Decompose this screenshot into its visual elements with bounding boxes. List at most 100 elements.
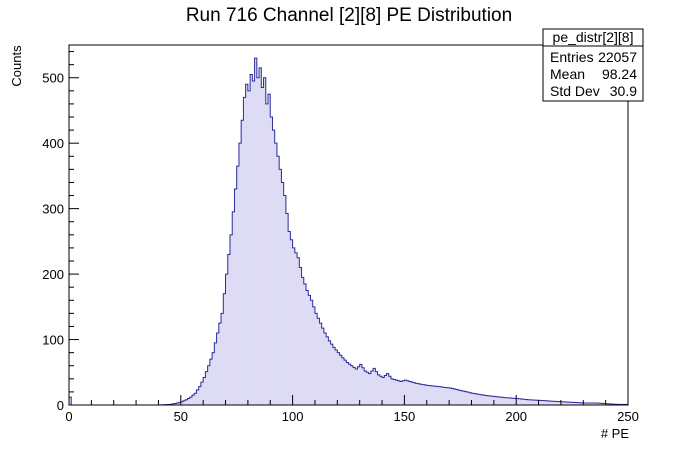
histogram-bin xyxy=(348,364,351,405)
histogram-bin xyxy=(547,400,550,405)
histogram-bin xyxy=(442,387,445,405)
histogram-bin xyxy=(321,328,324,405)
histogram-bin xyxy=(364,370,367,405)
histogram-bin xyxy=(509,398,512,405)
histogram-bin xyxy=(366,372,369,405)
histogram-series xyxy=(68,57,629,406)
histogram-bin xyxy=(603,403,606,405)
histogram-bin xyxy=(576,402,579,405)
histogram-outline xyxy=(68,57,629,406)
histogram-bin xyxy=(598,403,602,405)
histogram-bin xyxy=(516,398,519,405)
y-tick-label: 0 xyxy=(57,398,64,413)
histogram-bin xyxy=(223,293,226,405)
histogram-bin xyxy=(290,239,293,405)
histogram-bin xyxy=(234,189,237,405)
x-tick-label: 250 xyxy=(617,409,639,424)
histogram-bin xyxy=(352,367,356,405)
histogram-bin xyxy=(279,169,282,405)
histogram-bin xyxy=(382,377,385,405)
chart-title: Run 716 Channel [2][8] PE Distribution xyxy=(186,5,512,26)
histogram-bin xyxy=(218,323,222,405)
histogram-bin xyxy=(390,378,394,405)
histogram-bin xyxy=(529,399,532,405)
histogram-bin xyxy=(572,402,575,405)
histogram-bin xyxy=(462,391,465,405)
histogram-bin xyxy=(583,403,586,405)
histogram-bin xyxy=(259,67,262,405)
histogram-bin xyxy=(176,403,179,405)
histogram-bin xyxy=(480,394,483,405)
histogram-bin xyxy=(288,231,291,405)
histogram-bin xyxy=(433,386,436,405)
y-tick-label: 100 xyxy=(42,333,64,348)
histogram-bin xyxy=(500,397,503,405)
histogram-bin xyxy=(543,400,546,405)
histogram-bin xyxy=(196,389,199,405)
histogram-bin xyxy=(263,77,266,405)
histogram-bin xyxy=(310,300,313,405)
histogram-bin xyxy=(377,374,380,405)
histogram-bin xyxy=(395,380,398,405)
histogram-bin xyxy=(207,365,210,405)
histogram-bin xyxy=(272,130,275,405)
histogram-bin xyxy=(513,398,517,405)
histogram-bin xyxy=(243,97,246,406)
y-tick-label: 300 xyxy=(42,202,64,217)
histogram-bin xyxy=(558,401,561,405)
histogram-bin xyxy=(478,394,481,405)
histogram-bin xyxy=(368,373,371,405)
histogram-bin xyxy=(491,396,494,405)
histogram-bin xyxy=(341,357,345,405)
histogram-bin xyxy=(370,370,374,405)
histogram-bin xyxy=(471,393,474,405)
stats-stddev-label: Std Dev xyxy=(550,83,600,99)
histogram-bin xyxy=(522,399,526,405)
histogram-bin xyxy=(440,386,443,405)
histogram-bin xyxy=(373,368,376,405)
histogram-bin xyxy=(435,386,438,405)
histogram-bin xyxy=(475,394,479,405)
stats-box: pe_distr[2][8] Entries 22057 Mean 98.24 … xyxy=(542,28,644,102)
histogram-bin xyxy=(187,398,190,405)
histogram-bin xyxy=(538,400,541,405)
histogram-bin xyxy=(464,391,468,405)
histogram-bin xyxy=(511,398,514,405)
histogram-bin xyxy=(399,381,403,405)
histogram-bin xyxy=(393,379,396,405)
histogram-bin xyxy=(384,375,387,405)
histogram-bin xyxy=(344,360,347,405)
histogram-bin xyxy=(276,156,280,405)
histogram-bin xyxy=(294,252,298,405)
histogram-bin xyxy=(292,247,295,405)
histogram-bin xyxy=(330,344,333,405)
histogram-bin xyxy=(183,400,186,405)
histogram-bin xyxy=(429,385,432,405)
histogram-bin xyxy=(397,380,400,405)
histogram-bin xyxy=(520,398,523,405)
histogram-bin xyxy=(482,395,485,405)
histogram-bin xyxy=(404,380,407,405)
histogram-bin xyxy=(578,402,582,405)
histogram-bin xyxy=(301,277,304,405)
x-tick-label: 100 xyxy=(282,409,304,424)
histogram-bin xyxy=(297,257,300,405)
histogram-bin xyxy=(549,401,552,405)
histogram-bin xyxy=(205,371,208,405)
histogram-bin xyxy=(232,211,235,405)
histogram-bin xyxy=(426,385,429,405)
histogram-bin xyxy=(458,390,461,405)
histogram-bin xyxy=(283,195,286,405)
histogram-bin xyxy=(408,381,412,405)
histogram-bin xyxy=(221,313,224,405)
histogram-bin xyxy=(171,403,175,405)
histogram-bin xyxy=(200,382,204,405)
x-tick-label: 50 xyxy=(174,409,188,424)
histogram-bin xyxy=(326,336,329,405)
histogram-bin xyxy=(531,400,535,405)
histogram-bin xyxy=(185,399,188,405)
histogram-bin xyxy=(487,395,490,405)
histogram-bin xyxy=(303,283,307,405)
histogram-bin xyxy=(274,143,277,405)
